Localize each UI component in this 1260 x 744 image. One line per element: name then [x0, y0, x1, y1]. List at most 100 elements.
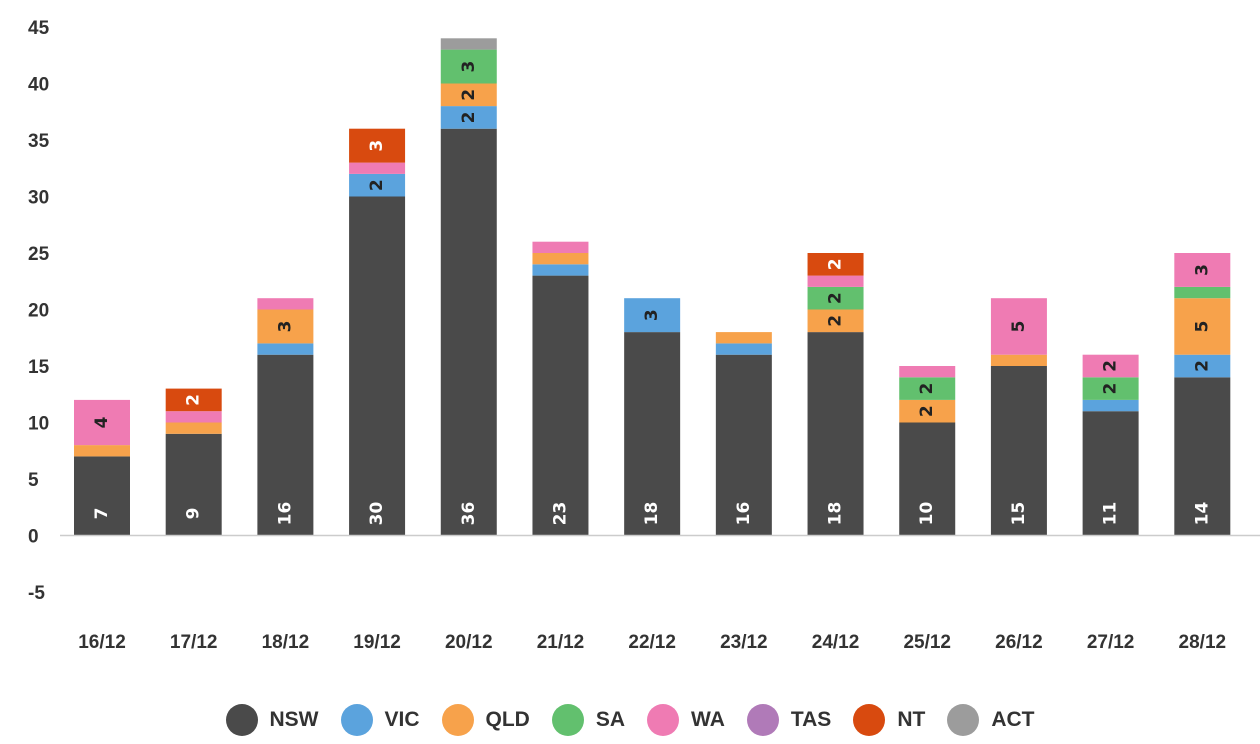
- x-axis: 16/12 17/12 18/12 19/12 20/12 21/12 22/12 23/12…: [78, 632, 1226, 653]
- x-tick-label: 22/12: [628, 632, 676, 653]
- legend-swatch: [551, 704, 584, 736]
- bar-segment-vic: [1082, 399, 1139, 412]
- legend-item-nt: NT: [853, 704, 925, 736]
- bar-segment-qld: [899, 399, 956, 423]
- bar-segment-sa: [440, 49, 497, 84]
- data-label: 2: [367, 179, 387, 191]
- bar-segment-qld: [532, 253, 589, 265]
- data-label: 18: [826, 502, 846, 526]
- bar-segment-sa: [807, 286, 864, 310]
- bar-segment-act: [440, 38, 497, 50]
- data-label: 14: [1192, 502, 1212, 526]
- legend-label: NT: [897, 708, 926, 731]
- data-label: 2: [1192, 360, 1212, 372]
- data-label: 5: [1192, 321, 1212, 333]
- bar-stack: 11 2 2: [1082, 354, 1139, 536]
- x-tick-label: 25/12: [903, 632, 951, 653]
- bar-segment-wa: [257, 298, 314, 310]
- bar-segment-vic: [440, 106, 497, 129]
- y-tick-label: 45: [28, 18, 50, 39]
- bar-segment-qld: [440, 83, 497, 107]
- data-label: 11: [1101, 502, 1121, 526]
- y-tick-label: 25: [28, 244, 50, 265]
- data-label: 30: [367, 502, 387, 526]
- bar-segment-vic: [715, 343, 772, 355]
- legend-item-nsw: NSW: [225, 704, 319, 736]
- bar-segment-wa: [74, 399, 130, 446]
- legend-label: ACT: [991, 708, 1035, 731]
- bar-stack: 16 3: [257, 298, 314, 536]
- data-label: 2: [826, 292, 846, 304]
- bar-segment-vic: [624, 298, 681, 333]
- x-tick-label: 18/12: [262, 632, 310, 653]
- legend-item-vic: VIC: [340, 704, 420, 736]
- legend-swatch: [340, 704, 373, 736]
- bar-segment-nsw: [74, 456, 130, 536]
- bar-stack: 10 2 2: [899, 366, 956, 536]
- bar-segment-nsw: [1082, 411, 1139, 536]
- legend-item-tas: TAS: [746, 704, 831, 736]
- y-tick-label: 0: [28, 527, 39, 548]
- data-label: 4: [92, 416, 112, 428]
- data-label: 5: [1009, 321, 1029, 333]
- x-tick-label: 26/12: [995, 632, 1043, 653]
- data-label: 15: [1009, 502, 1029, 526]
- bar-segment-qld: [165, 422, 222, 434]
- legend-swatch: [225, 704, 258, 736]
- data-label: 2: [184, 394, 204, 406]
- data-label: 10: [917, 502, 937, 526]
- legend-swatch: [441, 704, 474, 736]
- y-tick-label: 35: [28, 131, 50, 152]
- legend-swatch: [853, 704, 886, 736]
- bar-segment-nsw: [990, 366, 1047, 536]
- x-tick-label: 21/12: [537, 632, 585, 653]
- data-label: 3: [367, 140, 387, 152]
- data-label: 3: [459, 61, 479, 73]
- x-tick-label: 23/12: [720, 632, 768, 653]
- bar-segment-nsw: [165, 433, 222, 536]
- bar-segment-qld: [807, 309, 864, 333]
- legend-item-sa: SA: [551, 704, 625, 736]
- bar-segment-wa: [165, 411, 222, 423]
- bar-segment-wa: [990, 298, 1047, 355]
- bar-segment-wa: [807, 275, 864, 287]
- bar-segment-vic: [257, 343, 314, 355]
- y-tick-label: 10: [28, 414, 49, 435]
- bar-stack: 18 2 2 2: [807, 253, 864, 536]
- bar-segment-qld: [74, 445, 130, 457]
- data-label: 3: [1192, 264, 1212, 276]
- bar-segment-vic: [1174, 354, 1231, 378]
- bar-segment-nsw: [624, 332, 681, 536]
- bar-segment-qld: [257, 309, 314, 344]
- x-tick-label: 27/12: [1087, 632, 1135, 653]
- bar-stack: 14 2 5 3: [1174, 253, 1231, 536]
- x-tick-label: 16/12: [78, 632, 126, 653]
- bar-segment-vic: [349, 173, 406, 197]
- bar-segment-sa: [1174, 286, 1231, 299]
- bar-segment-qld: [990, 354, 1047, 366]
- data-label: 16: [734, 502, 754, 526]
- data-label: 2: [826, 258, 846, 270]
- data-label: 36: [459, 502, 479, 526]
- bar-segment-qld: [715, 332, 772, 344]
- data-label: 23: [550, 502, 570, 526]
- x-tick-label: 17/12: [170, 632, 218, 653]
- bar-stack: 16: [715, 332, 772, 536]
- data-label: 2: [459, 111, 479, 123]
- bar-stack: 23: [532, 241, 589, 536]
- bar-stack: 15 5: [990, 298, 1047, 536]
- x-tick-label: 28/12: [1179, 632, 1227, 653]
- bar-segment-wa: [349, 162, 406, 174]
- y-tick-label: 20: [28, 301, 49, 322]
- bar-segment-wa: [1082, 354, 1139, 378]
- bar-segment-wa: [899, 366, 956, 378]
- y-tick-label: -5: [28, 583, 45, 604]
- bar-segment-nt: [807, 253, 864, 276]
- data-label: 7: [92, 508, 112, 520]
- legend-item-act: ACT: [947, 704, 1034, 736]
- data-label: 3: [642, 309, 662, 321]
- bar-segment-nsw: [807, 332, 864, 536]
- bar-segment-nsw: [440, 128, 497, 536]
- bar-stack: 18 3: [624, 298, 681, 536]
